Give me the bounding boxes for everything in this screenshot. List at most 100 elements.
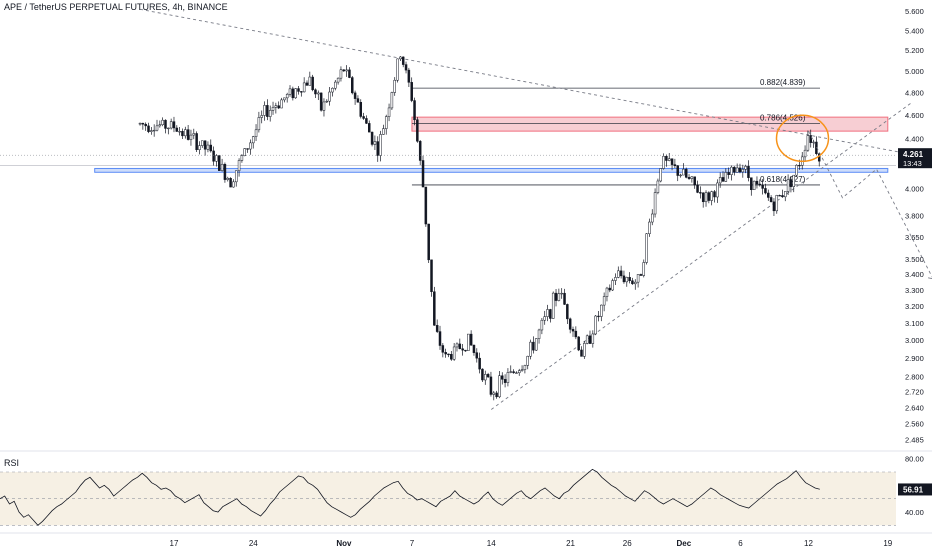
price-tick-label: 2.800: [905, 372, 924, 381]
candle-body: [614, 277, 616, 280]
candle-body: [742, 169, 744, 172]
candle: [750, 178, 752, 196]
candle-body: [210, 145, 212, 151]
candle-body: [776, 195, 778, 211]
candle: [230, 177, 232, 187]
candle-body: [634, 282, 636, 284]
candle: [148, 123, 150, 133]
candle-body: [564, 293, 566, 304]
candle: [549, 309, 551, 323]
candle-body: [524, 365, 526, 369]
candle-body: [278, 106, 280, 108]
candle-body: [784, 191, 786, 196]
candle-body: [600, 305, 602, 316]
candle-body: [643, 262, 645, 275]
candle: [719, 172, 721, 187]
candle: [238, 158, 240, 176]
price-axis: 5.6005.4005.2005.0004.8004.6004.4004.200…: [905, 7, 924, 444]
candle: [569, 318, 571, 334]
candle: [170, 119, 172, 130]
candle-body: [261, 115, 263, 117]
candle-body: [595, 316, 597, 334]
rsi-value-label: 56.91: [903, 485, 924, 494]
candle-body: [507, 372, 509, 382]
candle: [521, 365, 523, 371]
candle: [306, 80, 308, 85]
candle: [436, 319, 438, 333]
candle-body: [716, 183, 718, 197]
candle-body: [487, 374, 489, 377]
candle-body: [736, 168, 738, 172]
candle: [784, 191, 786, 201]
candle: [535, 338, 537, 351]
candle-body: [380, 134, 382, 155]
candle-body: [269, 110, 271, 116]
candle: [153, 124, 155, 136]
candle: [515, 371, 517, 374]
countdown-label: 13:43: [903, 159, 922, 168]
candle-body: [303, 83, 305, 92]
price-tick-label: 3.100: [905, 319, 924, 328]
candle-body: [232, 182, 234, 187]
candle: [544, 311, 546, 325]
candle: [241, 154, 243, 163]
support-zone: [95, 168, 888, 172]
candle-body: [419, 141, 421, 160]
projection-arrowhead: [928, 274, 932, 279]
candle-body: [162, 120, 164, 125]
candle: [232, 179, 234, 187]
candle-body: [283, 98, 285, 100]
candle: [688, 174, 690, 180]
candle-body: [790, 180, 792, 187]
candle: [207, 141, 209, 152]
candle: [394, 77, 396, 96]
candle-body: [227, 178, 229, 179]
candle: [405, 62, 407, 74]
candle-body: [464, 350, 466, 351]
candle: [648, 219, 650, 237]
candle-body: [597, 316, 599, 317]
candle: [484, 371, 486, 385]
candle-body: [148, 126, 150, 132]
candle-body: [363, 116, 365, 118]
candle: [781, 190, 783, 198]
candle-body: [646, 234, 648, 263]
candle-body: [442, 346, 444, 353]
candle-body: [414, 101, 416, 120]
candle: [419, 140, 421, 165]
candle-body: [201, 141, 203, 146]
candle-body: [354, 93, 356, 99]
candle-body: [156, 126, 158, 130]
candle: [626, 277, 628, 287]
candle: [286, 93, 288, 103]
candle: [643, 260, 645, 278]
candle: [411, 77, 413, 102]
candle: [213, 146, 215, 165]
candle: [558, 289, 560, 302]
candle-body: [677, 166, 679, 176]
candle: [654, 188, 656, 217]
candle-body: [682, 169, 684, 175]
candle-body: [589, 336, 591, 344]
candle: [600, 304, 602, 321]
price-tick-label: 5.600: [905, 7, 924, 16]
candle-body: [617, 271, 619, 278]
candle-body: [504, 379, 506, 382]
candle: [196, 131, 198, 152]
candle: [564, 289, 566, 305]
candle: [736, 164, 738, 173]
candle-body: [176, 128, 178, 131]
candle-body: [804, 150, 806, 157]
candle-body: [714, 192, 716, 197]
candle: [184, 127, 186, 139]
candle: [547, 305, 549, 321]
candle-body: [348, 70, 350, 78]
candle-body: [346, 70, 348, 71]
candle-body: [750, 178, 752, 190]
candle: [377, 136, 379, 162]
price-tick-label: 5.200: [905, 46, 924, 55]
candle-body: [552, 293, 554, 318]
candle-body: [586, 336, 588, 344]
candle: [173, 117, 175, 132]
